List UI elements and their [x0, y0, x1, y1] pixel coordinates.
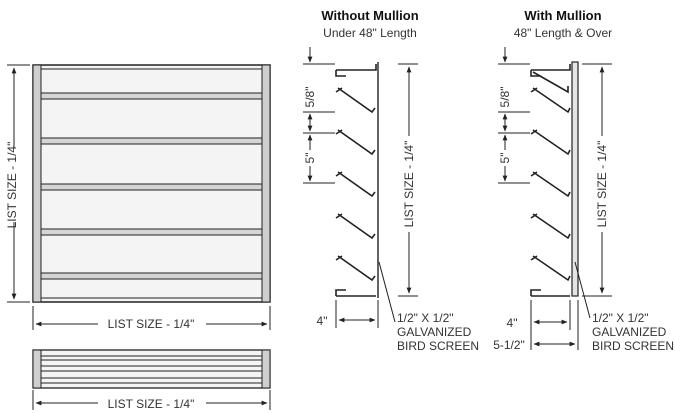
without-mullion-subtitle: Under 48" Length — [323, 26, 417, 40]
without-mullion-screen-line2: GALVANIZED — [397, 325, 472, 339]
front-width-label: LIST SIZE - 1/4" — [108, 317, 195, 331]
without-mullion-screen-line3: BIRD SCREEN — [397, 339, 479, 353]
with-mullion-screen-line3: BIRD SCREEN — [592, 339, 674, 353]
without-mullion-depth-label: 4" — [317, 314, 328, 328]
with-mullion-screen-line2: GALVANIZED — [592, 325, 667, 339]
front-view: LIST SIZE - 1/4" LIST SIZE - 1/4" — [4, 64, 271, 332]
with-mullion-spacing-label: 5/8" — [498, 87, 512, 108]
without-mullion-pitch-label: 5" — [303, 153, 317, 164]
with-mullion-height-label: LIST SIZE - 1/4" — [595, 141, 609, 228]
without-mullion-screen-line1: 1/2" X 1/2" — [397, 311, 454, 325]
with-mullion-subtitle: 48" Length & Over — [514, 26, 612, 40]
without-mullion-spacing-label: 5/8" — [303, 87, 317, 108]
mullion-post — [571, 61, 579, 297]
with-mullion-section: With Mullion 48" Length & Over — [493, 8, 674, 353]
without-mullion-section: Without Mullion Under 48" Length — [303, 8, 479, 353]
front-right-jamb — [261, 64, 271, 303]
front-left-jamb — [32, 64, 42, 303]
front-height-label: LIST SIZE - 1/4" — [5, 142, 19, 229]
without-mullion-height-label: LIST SIZE - 1/4" — [402, 141, 416, 228]
without-mullion-blades — [335, 87, 376, 282]
without-mullion-title: Without Mullion — [321, 8, 418, 23]
with-mullion-pitch-label: 5" — [498, 153, 512, 164]
bottom-width-label: LIST SIZE - 1/4" — [108, 397, 195, 411]
with-mullion-depth-label: 4" — [507, 316, 518, 330]
bottom-view: LIST SIZE - 1/4" — [32, 349, 271, 411]
with-mullion-title: With Mullion — [524, 8, 601, 23]
with-mullion-blades — [530, 71, 571, 282]
front-blades — [40, 92, 263, 280]
with-mullion-overall-depth-label: 5-1/2" — [493, 338, 525, 352]
with-mullion-screen-line1: 1/2" X 1/2" — [592, 311, 649, 325]
